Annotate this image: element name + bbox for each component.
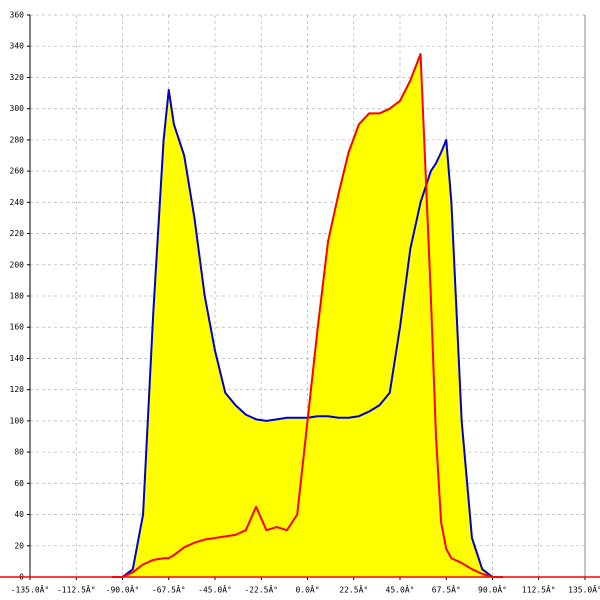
y-tick-label: 240 bbox=[10, 198, 25, 207]
y-tick-label: 300 bbox=[10, 104, 25, 113]
x-tick-label: -45.0Â° bbox=[198, 584, 232, 595]
x-tick-label: -135.0Â° bbox=[11, 584, 50, 595]
y-tick-label: 360 bbox=[10, 11, 25, 20]
y-tick-label: 60 bbox=[14, 479, 24, 488]
y-tick-label: 20 bbox=[14, 541, 24, 550]
y-tick-label: 180 bbox=[10, 292, 25, 301]
x-tick-label: 45.0Â° bbox=[386, 584, 415, 595]
x-tick-label: -112.5Â° bbox=[57, 584, 96, 595]
x-tick-label: -90.0Â° bbox=[106, 584, 140, 595]
y-tick-label: 220 bbox=[10, 229, 25, 238]
x-tick-label: 0.0Â° bbox=[295, 584, 319, 595]
y-tick-label: 160 bbox=[10, 323, 25, 332]
y-tick-label: 280 bbox=[10, 135, 25, 144]
y-tick-label: 140 bbox=[10, 354, 25, 363]
y-tick-label: 80 bbox=[14, 448, 24, 457]
area-fill bbox=[112, 54, 503, 578]
x-tick-label: 90.0Â° bbox=[478, 584, 507, 595]
series-line bbox=[112, 88, 503, 578]
x-tick-label: 67.5Â° bbox=[432, 584, 461, 595]
series-line bbox=[112, 53, 503, 578]
y-tick-label: 320 bbox=[10, 73, 25, 82]
y-tick-label: 40 bbox=[14, 510, 24, 519]
y-tick-label: 120 bbox=[10, 385, 25, 394]
x-tick-label: 112.5Â° bbox=[522, 584, 556, 595]
y-tick-label: 260 bbox=[10, 167, 25, 176]
x-tick-label: -22.5Â° bbox=[244, 584, 278, 595]
y-tick-label: 200 bbox=[10, 260, 25, 269]
y-tick-label: 340 bbox=[10, 42, 25, 51]
x-tick-label: 135.0Â° bbox=[568, 584, 600, 595]
x-tick-label: 22.5Â° bbox=[339, 584, 368, 595]
x-tick-label: -67.5Â° bbox=[152, 584, 186, 595]
y-tick-label: 100 bbox=[10, 416, 25, 425]
